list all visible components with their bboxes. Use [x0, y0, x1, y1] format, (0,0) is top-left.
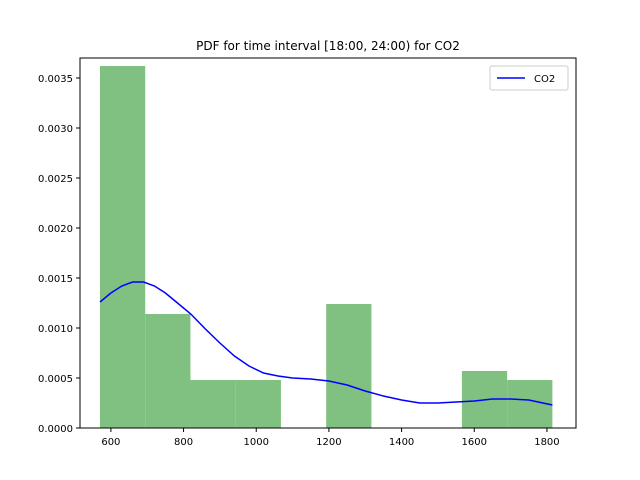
chart-title: PDF for time interval [18:00, 24:00) for…	[196, 39, 460, 53]
y-tick-label: 0.0000	[38, 424, 73, 435]
x-tick-label: 1400	[389, 437, 414, 448]
x-tick-label: 1000	[244, 437, 269, 448]
series-lines	[99, 281, 553, 406]
legend: CO2	[489, 65, 569, 91]
y-tick-label: 0.0015	[38, 274, 73, 285]
y-axis: 0.0000 0.0005 0.0010 0.0015 0.0020 0.0025 0.00…	[38, 74, 80, 435]
histogram-bar	[145, 314, 191, 428]
legend-box	[489, 65, 569, 91]
y-tick-label: 0.0005	[38, 374, 73, 385]
x-tick-label: 600	[101, 437, 120, 448]
x-tick-label: 800	[174, 437, 193, 448]
y-tick-label: 0.0025	[38, 174, 73, 185]
x-tick-label: 1200	[316, 437, 341, 448]
histogram-bar	[235, 380, 281, 428]
y-tick-label: 0.0035	[38, 74, 73, 85]
histogram-bars	[99, 66, 553, 428]
y-tick-label: 0.0020	[38, 224, 73, 235]
y-tick-label: 0.0030	[38, 124, 73, 135]
y-tick-label: 0.0010	[38, 324, 73, 335]
x-axis: 600 800 1000 1200 1400 1600 1800	[101, 428, 560, 448]
x-tick-label: 1600	[462, 437, 487, 448]
histogram-bar	[190, 380, 236, 428]
histogram-bar	[99, 66, 146, 428]
histogram-bar	[326, 304, 372, 428]
plot-frame	[79, 57, 577, 429]
legend-label-co2: CO2	[534, 74, 555, 85]
x-tick-label: 1800	[534, 437, 559, 448]
series-line-co2	[99, 281, 553, 406]
